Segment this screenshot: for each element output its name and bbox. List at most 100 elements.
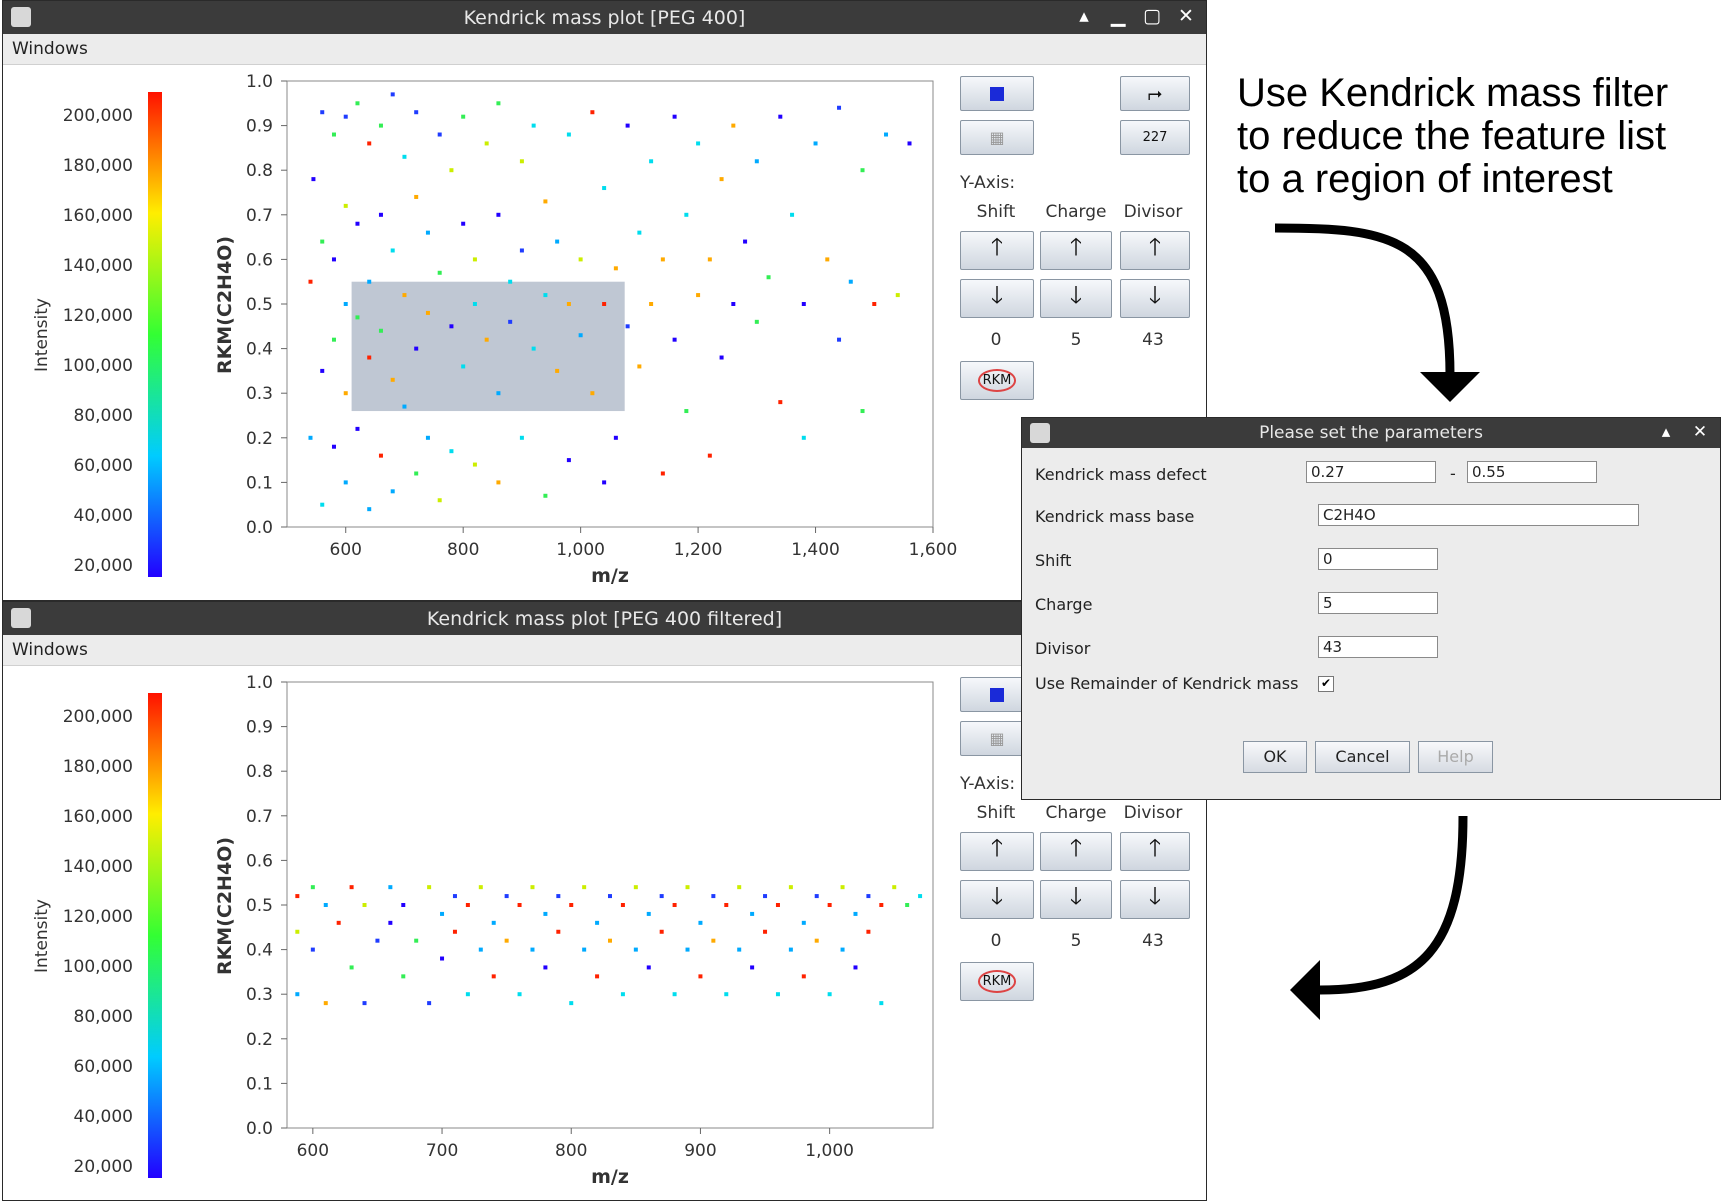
data-point <box>711 938 716 943</box>
shift-field[interactable]: 0 <box>1318 548 1438 570</box>
data-point <box>343 114 348 119</box>
shade-icon[interactable]: ▴ <box>1661 422 1671 442</box>
x-tick-label: 800 <box>555 1141 587 1161</box>
rkm-label: RKM <box>977 369 1017 392</box>
rkm-toggle-button[interactable]: RKM <box>960 361 1034 400</box>
data-point <box>543 493 548 498</box>
divisor-down-button[interactable]: 🡓 <box>1120 279 1190 318</box>
charge-down-button[interactable]: 🡓 <box>1040 279 1112 318</box>
data-point <box>625 324 630 329</box>
data-point <box>543 199 548 204</box>
data-point <box>613 435 618 440</box>
data-point <box>331 257 336 262</box>
data-point <box>530 947 535 952</box>
y-tick-label: 0.6 <box>246 851 273 871</box>
colorbar-tick-label: 20,000 <box>74 1157 133 1177</box>
data-point <box>343 302 348 306</box>
divisor-value: 43 <box>1142 931 1164 951</box>
kmd-max-field[interactable]: 0.55 <box>1467 461 1597 483</box>
data-point <box>578 333 583 338</box>
x-tick-label: 1,200 <box>674 540 723 560</box>
data-point <box>633 947 638 952</box>
data-point <box>853 911 858 916</box>
shift-column-label: Shift <box>976 803 1016 823</box>
data-point <box>602 480 607 485</box>
charge-down-button[interactable]: 🡓 <box>1040 880 1112 919</box>
data-point <box>496 391 501 396</box>
grid-toggle-button[interactable]: ▦ <box>960 120 1034 155</box>
shift-up-button[interactable]: 🡑 <box>960 832 1034 871</box>
bottom-menu-windows[interactable]: Windows <box>3 635 1206 666</box>
top-menu-windows[interactable]: Windows <box>3 34 1206 65</box>
minimize-icon[interactable]: ▁ <box>1110 5 1126 27</box>
java-app-icon <box>11 608 31 628</box>
data-point <box>530 885 535 890</box>
data-point <box>543 293 548 298</box>
label-settings-button[interactable]: 227 <box>1120 120 1190 155</box>
close-icon[interactable]: ✕ <box>1178 5 1194 27</box>
x-tick-label: 600 <box>297 1141 329 1161</box>
data-point <box>378 328 383 333</box>
checkmark-icon: ✔ <box>1320 676 1332 690</box>
shift-down-button[interactable]: 🡓 <box>960 880 1034 919</box>
data-point <box>425 310 430 315</box>
remainder-checkbox[interactable]: ✔ <box>1318 676 1334 692</box>
divisor-up-button[interactable]: 🡑 <box>1120 231 1190 270</box>
kmd-base-field[interactable]: C2H4O <box>1318 504 1639 526</box>
top-window-titlebar[interactable]: Kendrick mass plot [PEG 400] ▴ ▁ ▢ ✕ <box>3 1 1206 34</box>
x-tick-label: 1,400 <box>791 540 840 560</box>
data-point <box>879 903 884 907</box>
help-button[interactable]: Help <box>1418 741 1493 773</box>
data-point <box>754 319 759 324</box>
data-point <box>519 248 524 253</box>
data-point <box>472 462 477 467</box>
data-point <box>590 391 595 396</box>
dialog-titlebar[interactable]: Please set the parameters ▴ ✕ <box>1022 418 1720 448</box>
zoom-fit-button[interactable] <box>960 76 1034 111</box>
data-point <box>414 110 419 115</box>
x-tick-label: 800 <box>447 540 479 560</box>
data-point <box>543 911 548 916</box>
charge-field[interactable]: 5 <box>1318 592 1438 614</box>
bottom-window-titlebar[interactable]: Kendrick mass plot [PEG 400 filtered] <box>3 602 1206 635</box>
java-app-icon <box>11 7 31 27</box>
divisor-up-button[interactable]: 🡑 <box>1120 832 1190 871</box>
data-point <box>390 92 395 97</box>
shift-up-button[interactable]: 🡑 <box>960 231 1034 270</box>
data-point <box>440 956 445 961</box>
ok-button[interactable]: OK <box>1243 741 1307 773</box>
cancel-button[interactable]: Cancel <box>1315 741 1410 773</box>
close-icon[interactable]: ✕ <box>1692 422 1708 442</box>
charge-up-button[interactable]: 🡑 <box>1040 832 1112 871</box>
selection-region[interactable] <box>351 281 625 412</box>
charge-up-button[interactable]: 🡑 <box>1040 231 1112 270</box>
y-tick-label: 1.0 <box>246 72 273 92</box>
shift-down-button[interactable]: 🡓 <box>960 279 1034 318</box>
data-point <box>440 911 445 916</box>
y-tick-label: 0.1 <box>246 473 273 493</box>
kmd-min-field[interactable]: 0.27 <box>1306 461 1436 483</box>
data-point <box>602 302 607 306</box>
colorbar-tick-label: 140,000 <box>63 256 133 276</box>
data-point <box>895 293 900 298</box>
maximize-icon[interactable]: ▢ <box>1143 5 1161 27</box>
axis-settings-button[interactable]: ⮣ <box>1120 76 1190 111</box>
data-point <box>731 302 736 306</box>
data-point <box>555 239 560 244</box>
data-point <box>531 346 536 351</box>
data-point <box>879 1001 884 1006</box>
rkm-toggle-button[interactable]: RKM <box>960 962 1034 1001</box>
divisor-down-button[interactable]: 🡓 <box>1120 880 1190 919</box>
kmd-label: Kendrick mass defect <box>1035 465 1207 484</box>
data-point <box>696 293 701 298</box>
data-point <box>414 194 419 199</box>
data-point <box>566 132 571 137</box>
shade-icon[interactable]: ▴ <box>1079 5 1089 27</box>
divisor-field[interactable]: 43 <box>1318 636 1438 658</box>
data-point <box>696 141 701 146</box>
charge-column-label: Charge <box>1045 803 1107 823</box>
y-tick-label: 1.0 <box>246 673 273 693</box>
charge-label: Charge <box>1035 595 1093 614</box>
data-point <box>472 302 477 306</box>
top-plot-window: Kendrick mass plot [PEG 400] ▴ ▁ ▢ ✕ Win… <box>2 0 1207 601</box>
